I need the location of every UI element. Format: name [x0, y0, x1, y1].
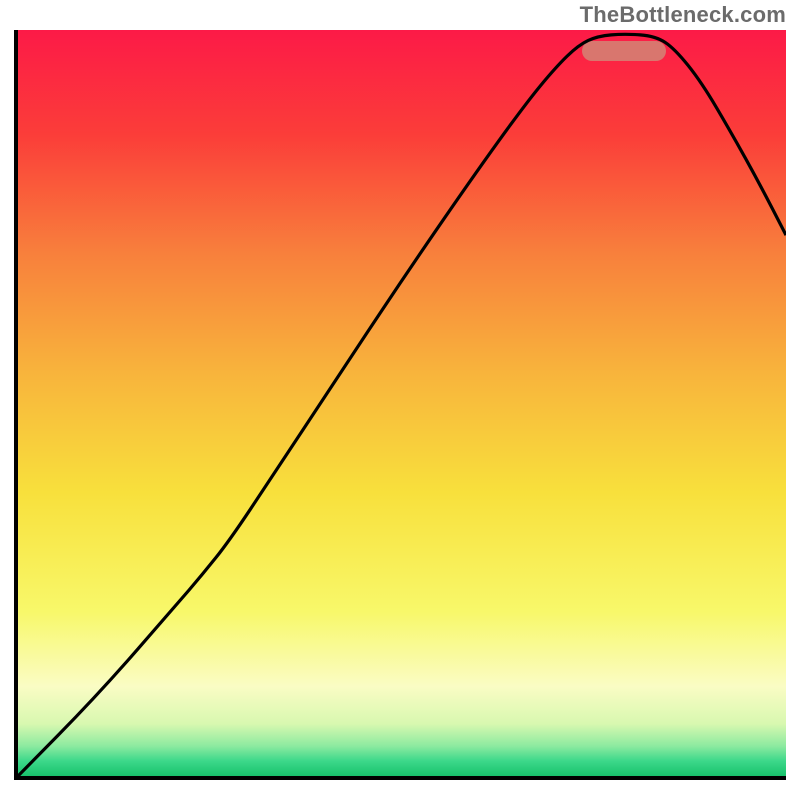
plot-area — [14, 30, 786, 780]
bottleneck-curve — [18, 34, 786, 776]
curve-svg — [18, 30, 786, 776]
chart-canvas: TheBottleneck.com — [0, 0, 800, 800]
attribution-text: TheBottleneck.com — [580, 2, 786, 28]
